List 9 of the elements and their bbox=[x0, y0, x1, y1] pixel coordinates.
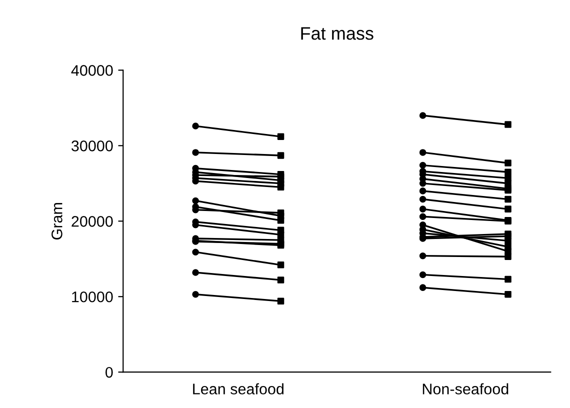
y-tick-label: 20000 bbox=[72, 216, 113, 227]
y-axis-title: Gram bbox=[52, 203, 62, 240]
x-tick-label: Lean seafood bbox=[193, 383, 284, 394]
y-tick-label: 0 bbox=[106, 366, 113, 378]
x-tick-label: Non-seafood bbox=[422, 383, 508, 394]
y-tick-label: 30000 bbox=[72, 140, 113, 152]
chart-title: Fat mass bbox=[301, 27, 374, 40]
y-tick-label: 10000 bbox=[72, 291, 113, 302]
y-tick-label: 40000 bbox=[71, 65, 113, 76]
